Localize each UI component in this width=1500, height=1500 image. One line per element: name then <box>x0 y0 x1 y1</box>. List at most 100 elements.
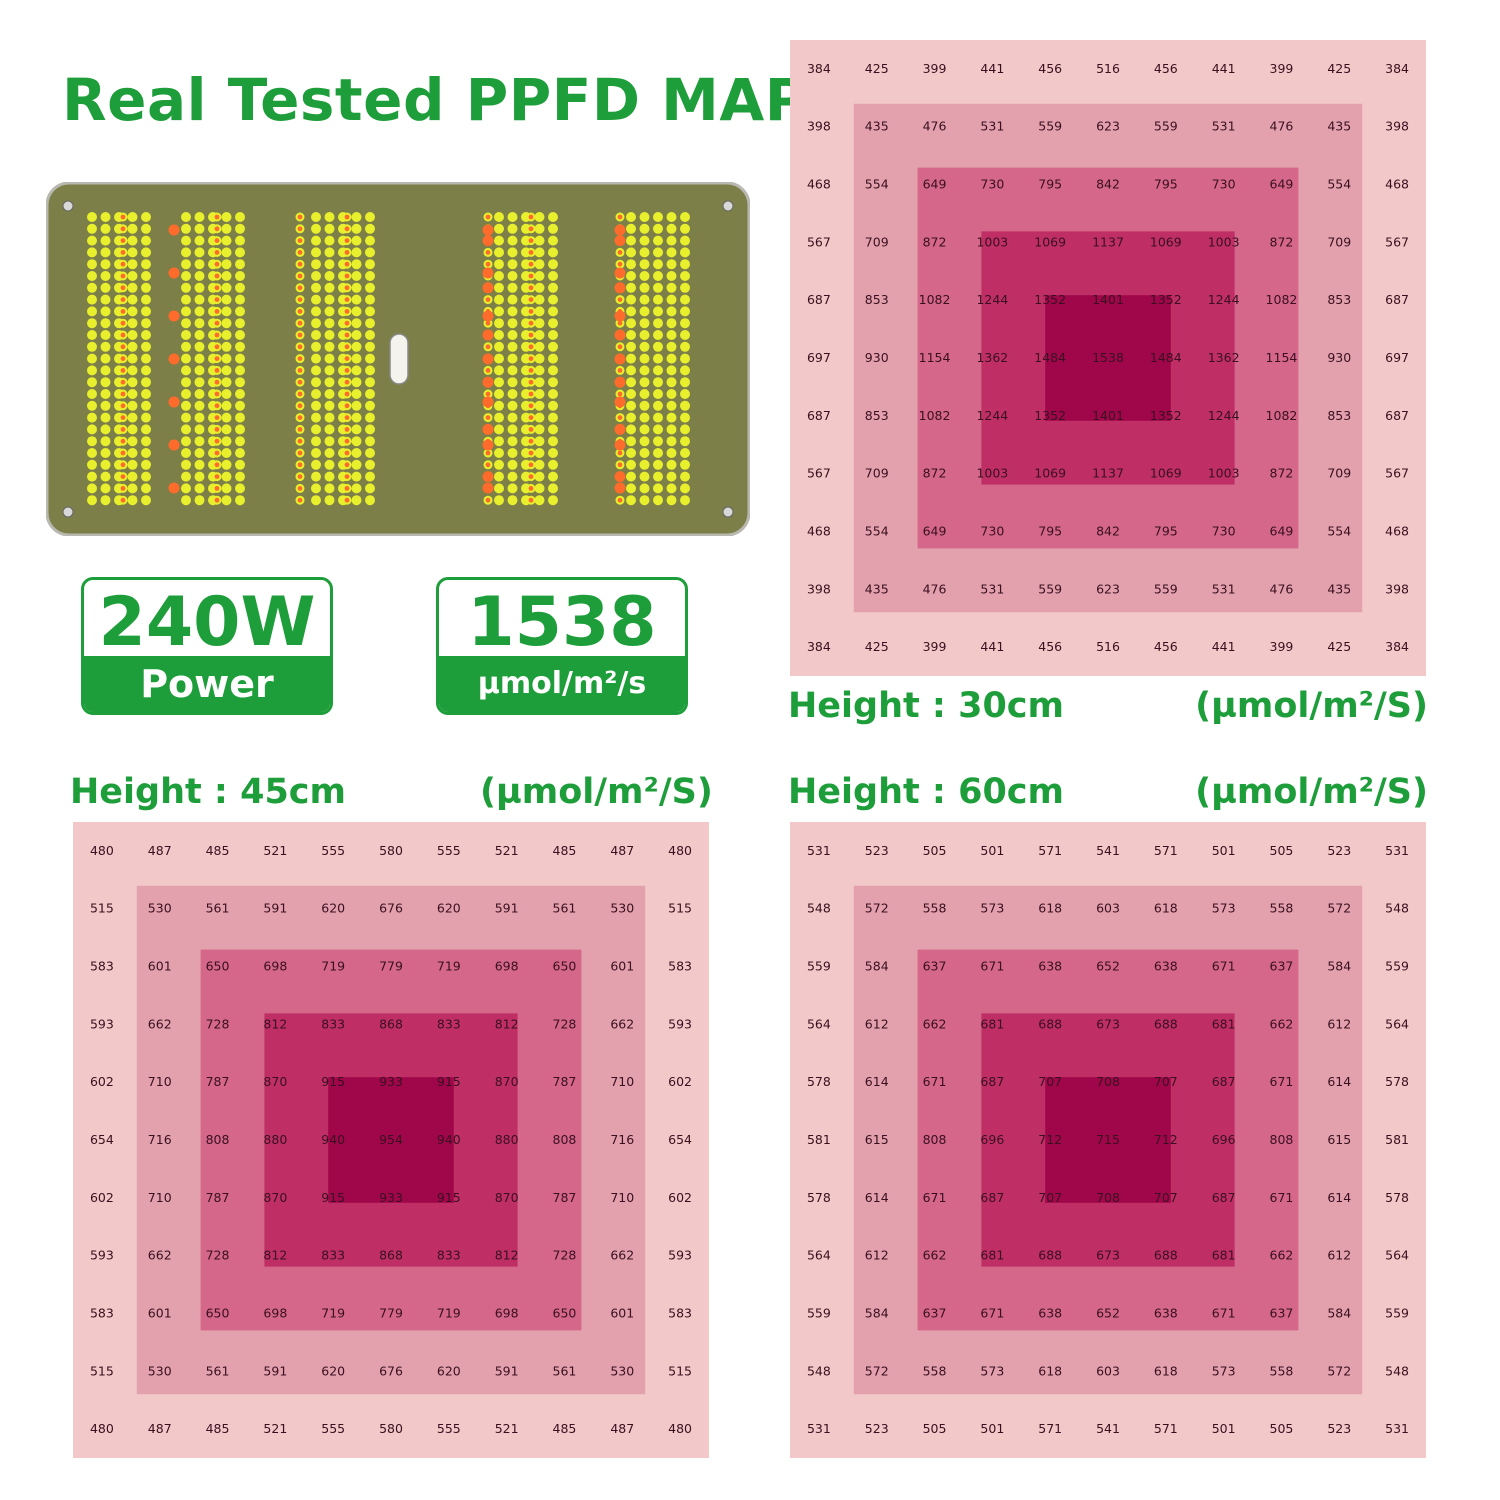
heatmap-cell-value: 676 <box>379 1363 403 1378</box>
heatmap-cell-value: 954 <box>379 1132 403 1147</box>
heatmap-cell-value: 530 <box>148 1363 172 1378</box>
heatmap-intensity-ring-5 <box>328 1077 454 1203</box>
heatmap-cell-value: 558 <box>923 1363 947 1378</box>
heatmap-cell-value: 638 <box>1038 1305 1062 1320</box>
heatmap-cell-value: 812 <box>495 1016 519 1031</box>
heatmap-cell-value: 649 <box>1270 523 1294 538</box>
heatmap-cell-value: 593 <box>668 1016 692 1031</box>
heatmap-cell-value: 559 <box>1385 959 1409 974</box>
heatmap-cell-value: 571 <box>1154 843 1178 858</box>
heatmap-cell-value: 681 <box>1212 1248 1236 1263</box>
heatmap-cell-value: 698 <box>263 959 287 974</box>
heatmap-cell-value: 808 <box>923 1132 947 1147</box>
heatmap-cell-value: 707 <box>1154 1074 1178 1089</box>
heatmap-cell-value: 671 <box>1270 1074 1294 1089</box>
heatmap-cell-value: 719 <box>437 959 461 974</box>
heatmap-cell-value: 578 <box>807 1190 831 1205</box>
heatmap-cell-value: 870 <box>263 1074 287 1089</box>
heatmap-cell-value: 730 <box>980 523 1004 538</box>
heatmap-cell-value: 476 <box>1270 581 1294 596</box>
heatmap-cell-value: 614 <box>1327 1190 1351 1205</box>
heatmap-cell-value: 915 <box>321 1190 345 1205</box>
heatmap-cell-value: 441 <box>980 639 1004 654</box>
heatmap-45cm-unit: (µmol/m²/S) <box>480 772 713 812</box>
heatmap-cell-value: 618 <box>1154 901 1178 916</box>
heatmap-cell-value: 480 <box>90 843 114 858</box>
heatmap-intensity-ring-5 <box>1045 1077 1171 1203</box>
heatmap-cell-value: 872 <box>923 234 947 249</box>
heatmap-cell-value: 571 <box>1154 1421 1178 1436</box>
heatmap-cell-value: 564 <box>807 1016 831 1031</box>
heatmap-cell-value: 612 <box>1327 1016 1351 1031</box>
heatmap-cell-value: 480 <box>668 843 692 858</box>
heatmap-cell-value: 870 <box>495 1190 519 1205</box>
heatmap-cell-value: 456 <box>1038 61 1062 76</box>
heatmap-cell-value: 580 <box>379 843 403 858</box>
heatmap-intensity-ring-5 <box>1045 295 1171 421</box>
heatmap-cell-value: 564 <box>807 1248 831 1263</box>
heatmap-cell-value: 583 <box>90 1305 114 1320</box>
heatmap-cell-value: 615 <box>865 1132 889 1147</box>
heatmap-cell-value: 555 <box>437 843 461 858</box>
heatmap-cell-value: 516 <box>1096 61 1120 76</box>
heatmap-cell-value: 531 <box>1385 843 1409 858</box>
heatmap-cell-value: 530 <box>610 901 634 916</box>
heatmap-cell-value: 602 <box>668 1190 692 1205</box>
heatmap-cell-value: 572 <box>865 901 889 916</box>
heatmap-cell-value: 868 <box>379 1248 403 1263</box>
heatmap-cell-value: 476 <box>1270 119 1294 134</box>
heatmap-cell-value: 476 <box>923 581 947 596</box>
heatmap-cell-value: 602 <box>668 1074 692 1089</box>
heatmap-cell-value: 561 <box>553 901 577 916</box>
heatmap-cell-value: 435 <box>1327 581 1351 596</box>
heatmap-cell-value: 662 <box>148 1016 172 1031</box>
heatmap-cell-value: 548 <box>807 901 831 916</box>
heatmap-cell-value: 593 <box>668 1248 692 1263</box>
heatmap-cell-value: 1362 <box>1208 350 1240 365</box>
heatmap-cell-value: 515 <box>668 1363 692 1378</box>
heatmap-cell-value: 1352 <box>1150 292 1182 307</box>
heatmap-cell-value: 707 <box>1038 1190 1062 1205</box>
heatmap-cell-value: 435 <box>865 119 889 134</box>
heatmap-cell-value: 728 <box>206 1016 230 1031</box>
heatmap-cell-value: 548 <box>1385 901 1409 916</box>
heatmap-cell-value: 555 <box>321 1421 345 1436</box>
heatmap-cell-value: 612 <box>865 1248 889 1263</box>
heatmap-cell-value: 531 <box>807 1421 831 1436</box>
heatmap-cell-value: 940 <box>437 1132 461 1147</box>
heatmap-cell-value: 559 <box>1154 119 1178 134</box>
heatmap-cell-value: 1154 <box>919 350 951 365</box>
heatmap-cell-value: 808 <box>206 1132 230 1147</box>
heatmap-cell-value: 505 <box>923 1421 947 1436</box>
heatmap-cell-value: 795 <box>1154 523 1178 538</box>
heatmap-cell-value: 833 <box>321 1248 345 1263</box>
center-hanger-slot <box>389 333 409 385</box>
heatmap-cell-value: 584 <box>865 959 889 974</box>
heatmap-cell-value: 681 <box>1212 1016 1236 1031</box>
heatmap-cell-value: 719 <box>321 1305 345 1320</box>
heatmap-cell-value: 833 <box>437 1016 461 1031</box>
heatmap-cell-value: 1352 <box>1150 408 1182 423</box>
heatmap-cell-value: 710 <box>610 1074 634 1089</box>
heatmap-cell-value: 567 <box>1385 234 1409 249</box>
heatmap-cell-value: 501 <box>1212 843 1236 858</box>
heatmap-cell-value: 521 <box>263 1421 287 1436</box>
heatmap-cell-value: 559 <box>807 959 831 974</box>
heatmap-cell-value: 698 <box>495 959 519 974</box>
heatmap-cell-value: 581 <box>807 1132 831 1147</box>
heatmap-60cm-heading: Height : 60cm <box>788 772 1065 812</box>
heatmap-cell-value: 559 <box>1154 581 1178 596</box>
heatmap-cell-value: 505 <box>923 843 947 858</box>
heatmap-cell-value: 531 <box>980 119 1004 134</box>
heatmap-cell-value: 709 <box>865 234 889 249</box>
heatmap-cell-value: 541 <box>1096 1421 1120 1436</box>
heatmap-cell-value: 583 <box>90 959 114 974</box>
heatmap-cell-value: 523 <box>865 843 889 858</box>
heatmap-cell-value: 573 <box>980 1363 1004 1378</box>
heatmap-cell-value: 554 <box>1327 177 1351 192</box>
heatmap-cell-value: 687 <box>807 292 831 307</box>
heatmap-cell-value: 399 <box>1270 61 1294 76</box>
heatmap-60cm: 531 523 505 501 571 541 571 501 505 523 531 548 572 5… <box>790 822 1426 1458</box>
heatmap-cell-value: 581 <box>1385 1132 1409 1147</box>
heatmap-cell-value: 662 <box>148 1248 172 1263</box>
